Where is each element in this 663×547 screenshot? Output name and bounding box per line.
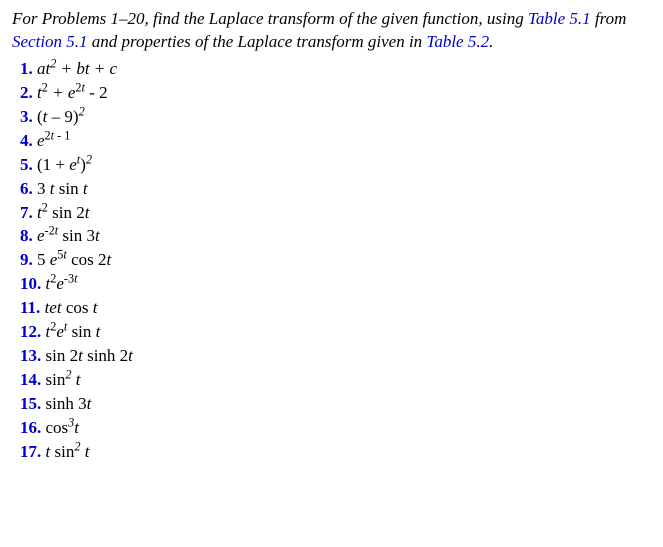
problem-number[interactable]: 2.: [20, 83, 33, 102]
problem-expression: tet cos t: [45, 298, 98, 317]
problem-item: 2. t2 + e2t - 2: [20, 82, 651, 105]
intro-text-2: from: [591, 9, 627, 28]
problem-expression: (t – 9)2: [37, 107, 85, 126]
problem-instructions: For Problems 1–20, find the Laplace tran…: [12, 8, 651, 54]
problem-expression: t2 sin 2t: [37, 203, 89, 222]
problem-expression: sin2 t: [46, 370, 81, 389]
problem-expression: 3 t sin t: [37, 179, 88, 198]
problem-number[interactable]: 16.: [20, 418, 41, 437]
problem-expression: sinh 3t: [46, 394, 92, 413]
problem-item: 13. sin 2t sinh 2t: [20, 345, 651, 368]
problem-number[interactable]: 7.: [20, 203, 33, 222]
problem-expression: t2et sin t: [46, 322, 101, 341]
problem-expression: e2t - 1: [37, 131, 70, 150]
problem-number[interactable]: 14.: [20, 370, 41, 389]
problem-expression: t sin2 t: [46, 442, 90, 461]
problem-item: 9. 5 e5t cos 2t: [20, 249, 651, 272]
problem-number[interactable]: 12.: [20, 322, 41, 341]
problem-expression: 5 e5t cos 2t: [37, 250, 111, 269]
problem-item: 12. t2et sin t: [20, 321, 651, 344]
problem-expression: at2 + bt + c: [37, 59, 117, 78]
problem-item: 14. sin2 t: [20, 369, 651, 392]
problem-number[interactable]: 4.: [20, 131, 33, 150]
problem-item: 15. sinh 3t: [20, 393, 651, 416]
section-5-1-link[interactable]: Section 5.1: [12, 32, 88, 51]
problem-expression: t2 + e2t - 2: [37, 83, 108, 102]
problem-number[interactable]: 10.: [20, 274, 41, 293]
problem-list: 1. at2 + bt + c 2. t2 + e2t - 2 3. (t – …: [12, 58, 651, 464]
problem-item: 16. cos3t: [20, 417, 651, 440]
problem-item: 1. at2 + bt + c: [20, 58, 651, 81]
intro-text-3: and properties of the Laplace transform …: [88, 32, 427, 51]
problem-expression: (1 + et)2: [37, 155, 92, 174]
problem-number[interactable]: 9.: [20, 250, 33, 269]
problem-expression: t2e-3t: [46, 274, 78, 293]
problem-number[interactable]: 1.: [20, 59, 33, 78]
problem-number[interactable]: 6.: [20, 179, 33, 198]
problem-number[interactable]: 5.: [20, 155, 33, 174]
problem-item: 10. t2e-3t: [20, 273, 651, 296]
problem-number[interactable]: 13.: [20, 346, 41, 365]
problem-number[interactable]: 15.: [20, 394, 41, 413]
problem-item: 4. e2t - 1: [20, 130, 651, 153]
problem-expression: sin 2t sinh 2t: [46, 346, 133, 365]
problem-item: 6. 3 t sin t: [20, 178, 651, 201]
problem-number[interactable]: 11.: [20, 298, 40, 317]
problem-item: 8. e-2t sin 3t: [20, 225, 651, 248]
problem-number[interactable]: 17.: [20, 442, 41, 461]
intro-text-1: For Problems 1–20, find the Laplace tran…: [12, 9, 528, 28]
intro-text-4: .: [489, 32, 493, 51]
table-5-2-link[interactable]: Table 5.2: [426, 32, 489, 51]
problem-item: 17. t sin2 t: [20, 441, 651, 464]
problem-item: 5. (1 + et)2: [20, 154, 651, 177]
problem-number[interactable]: 8.: [20, 226, 33, 245]
problem-expression: cos3t: [46, 418, 80, 437]
problem-number[interactable]: 3.: [20, 107, 33, 126]
problem-item: 11. tet cos t: [20, 297, 651, 320]
problem-expression: e-2t sin 3t: [37, 226, 100, 245]
table-5-1-link[interactable]: Table 5.1: [528, 9, 591, 28]
problem-item: 3. (t – 9)2: [20, 106, 651, 129]
problem-item: 7. t2 sin 2t: [20, 202, 651, 225]
